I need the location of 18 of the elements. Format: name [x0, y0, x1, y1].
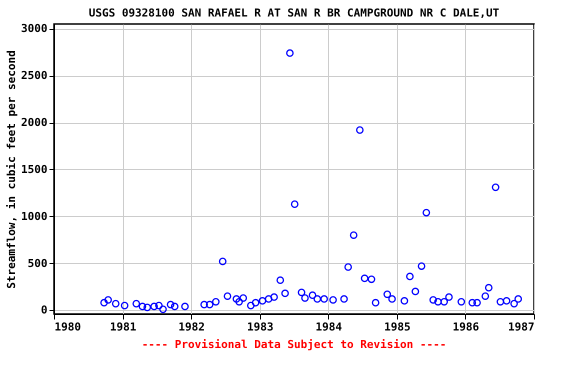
chart-title: USGS 09328100 SAN RAFAEL R AT SAN R BR CAMPGROUND NR C DALE,UT — [88, 6, 500, 20]
x-tick-label: 1986 — [452, 320, 480, 334]
y-tick-label: 500 — [28, 256, 48, 270]
y-tick-label: 2000 — [21, 116, 48, 130]
text: ---- Provisional Data Subject to Revision ---- — [142, 338, 446, 351]
y-tick-label: 2500 — [21, 69, 48, 82]
y-tick-label: 0 — [40, 304, 48, 317]
x-tick-label: 1983 — [246, 320, 274, 334]
x-tick-label: 1984 — [316, 320, 342, 334]
y-tick-label: 3000 — [21, 22, 48, 36]
y-tick-label: 1500 — [21, 162, 48, 176]
x-tick-label: 1981 — [110, 320, 137, 334]
x-tick-label: 1987 — [508, 320, 534, 334]
x-tick-label: 1982 — [178, 320, 205, 334]
y-axis-title: Streamflow, in cubic feet per second — [5, 50, 18, 289]
x-tick-label: 1985 — [384, 320, 411, 334]
x-tick-label: 1980 — [54, 320, 81, 334]
y-tick-label: 1000 — [21, 210, 48, 223]
